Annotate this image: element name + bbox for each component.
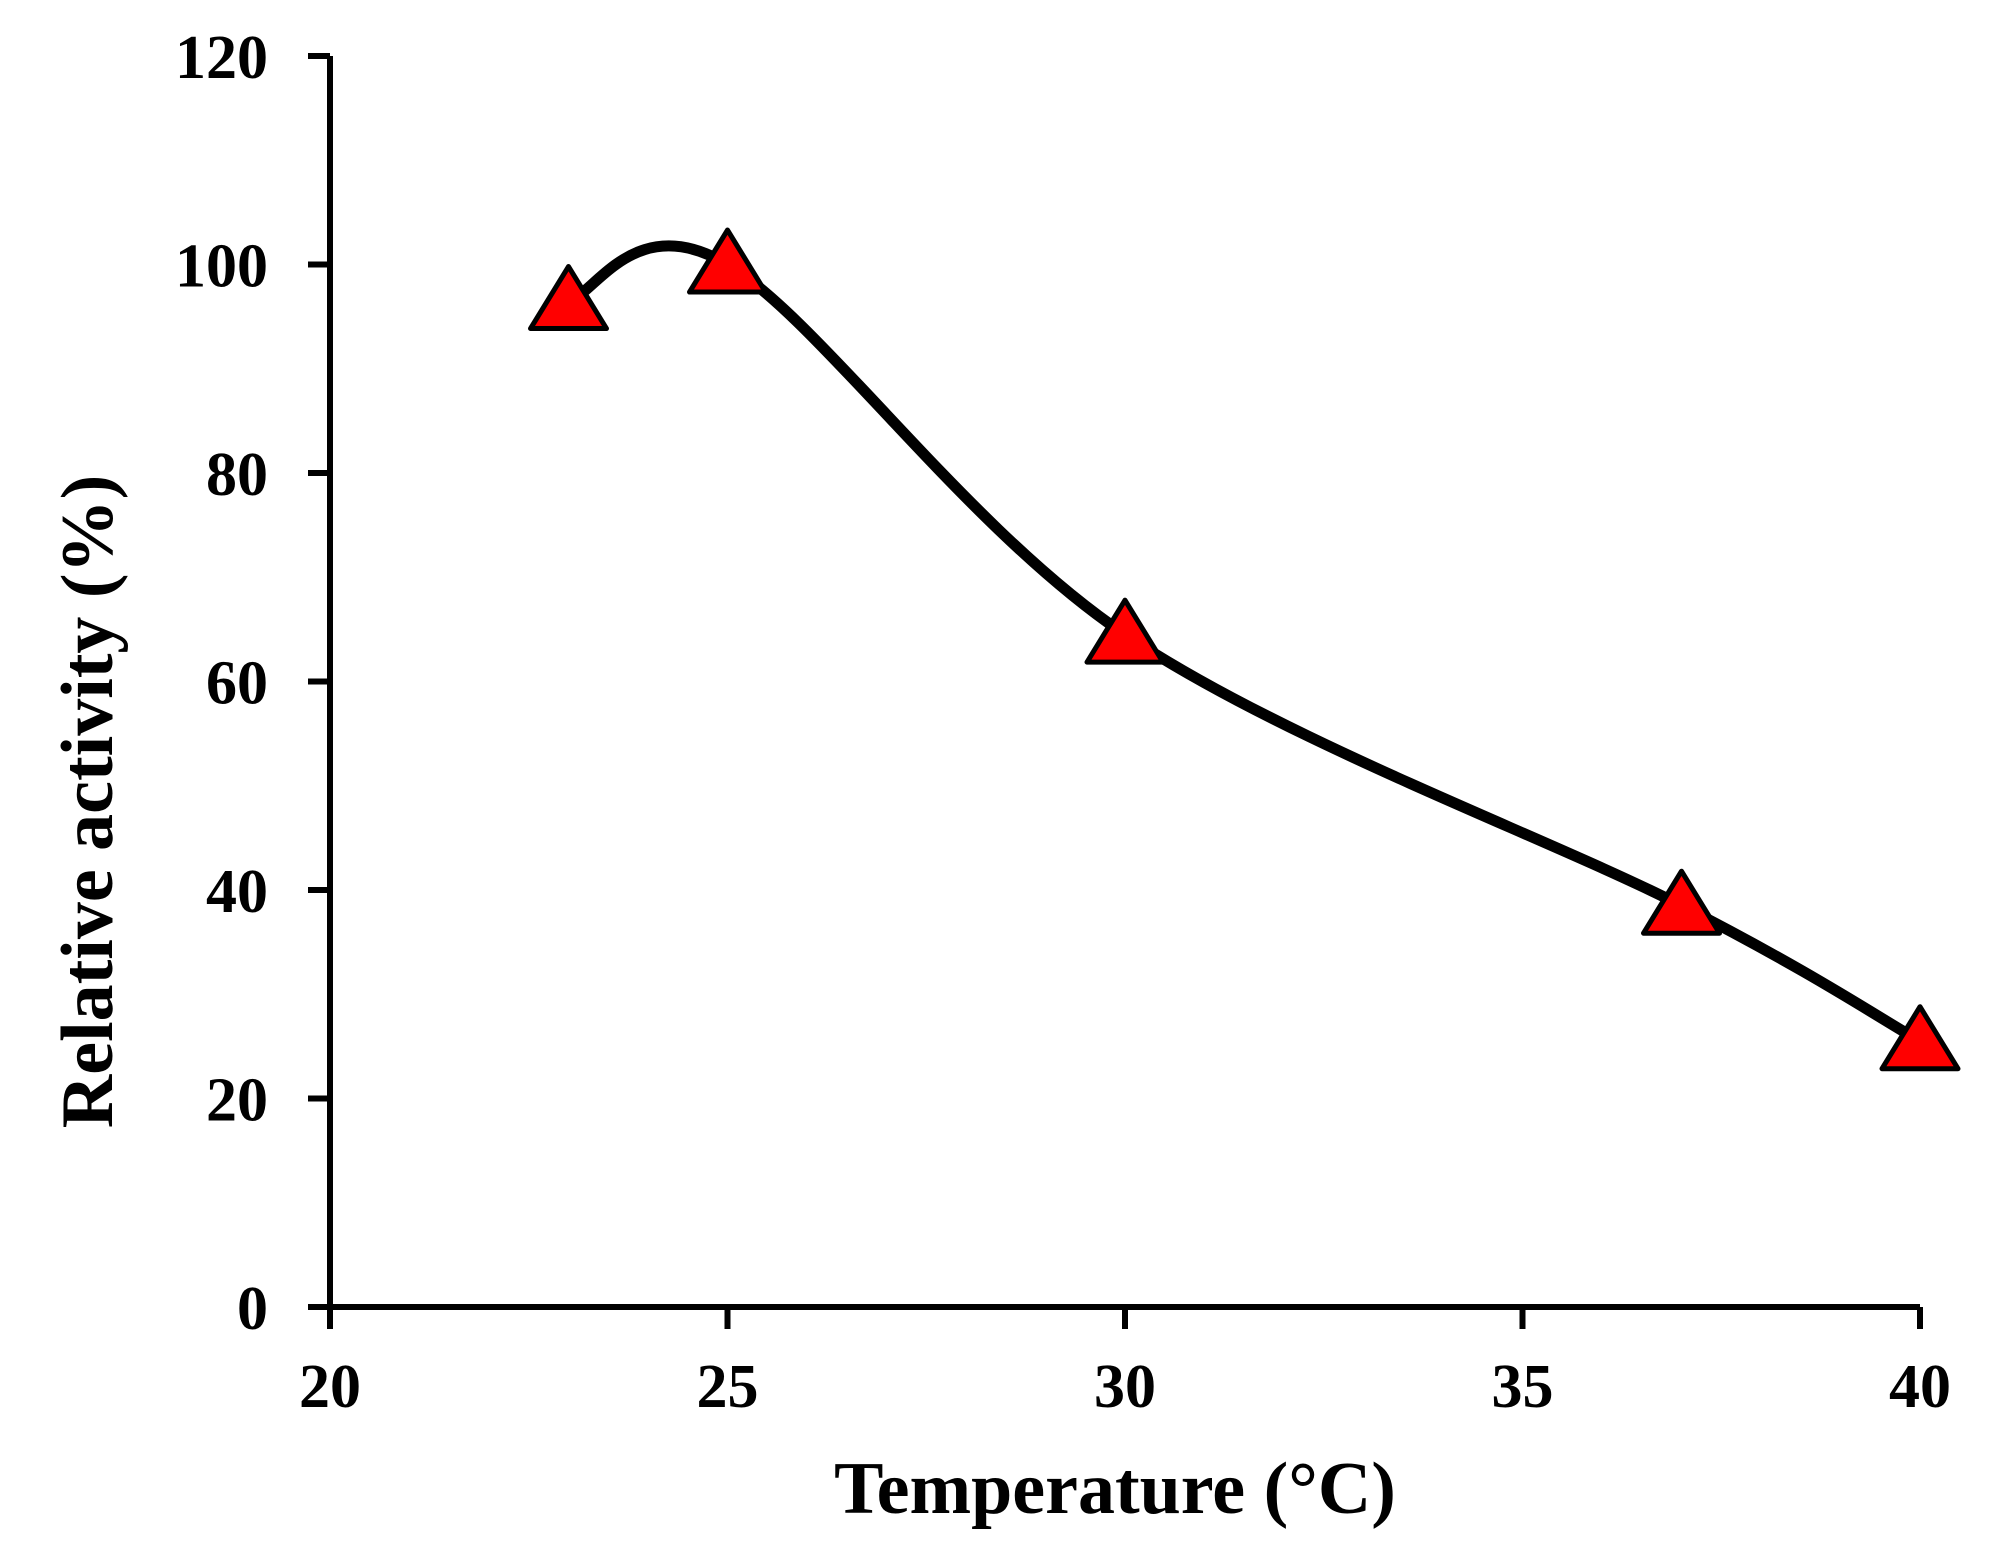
y-tick-label: 60 <box>206 650 268 718</box>
x-tick-label: 40 <box>1889 1353 1951 1421</box>
y-tick-label: 100 <box>175 233 268 301</box>
y-tick-label: 0 <box>237 1275 268 1343</box>
y-axis-title: Relative activity (%) <box>47 475 129 1128</box>
x-tick-label: 30 <box>1094 1353 1156 1421</box>
x-tick-label: 20 <box>299 1353 361 1421</box>
y-tick-label: 40 <box>206 858 268 926</box>
x-axis-title: Temperature (°C) <box>834 1448 1396 1530</box>
data-point-marker <box>1084 597 1166 665</box>
y-tick-label: 120 <box>175 24 268 92</box>
data-point-marker <box>687 227 768 295</box>
data-point-marker <box>1879 1004 1961 1072</box>
y-tick-label: 20 <box>206 1067 268 1135</box>
series-line <box>563 240 1926 1047</box>
y-tick-label: 80 <box>206 441 268 509</box>
series-markers <box>528 227 1961 1072</box>
y-axis-ticks: 0 20 40 60 80 100 120 <box>175 24 330 1343</box>
x-tick-label: 35 <box>1492 1353 1554 1421</box>
data-point-marker <box>1641 868 1722 936</box>
x-axis-ticks: 20 25 30 35 40 <box>299 1307 1951 1421</box>
data-point-marker <box>528 264 609 332</box>
x-tick-label: 25 <box>697 1353 759 1421</box>
